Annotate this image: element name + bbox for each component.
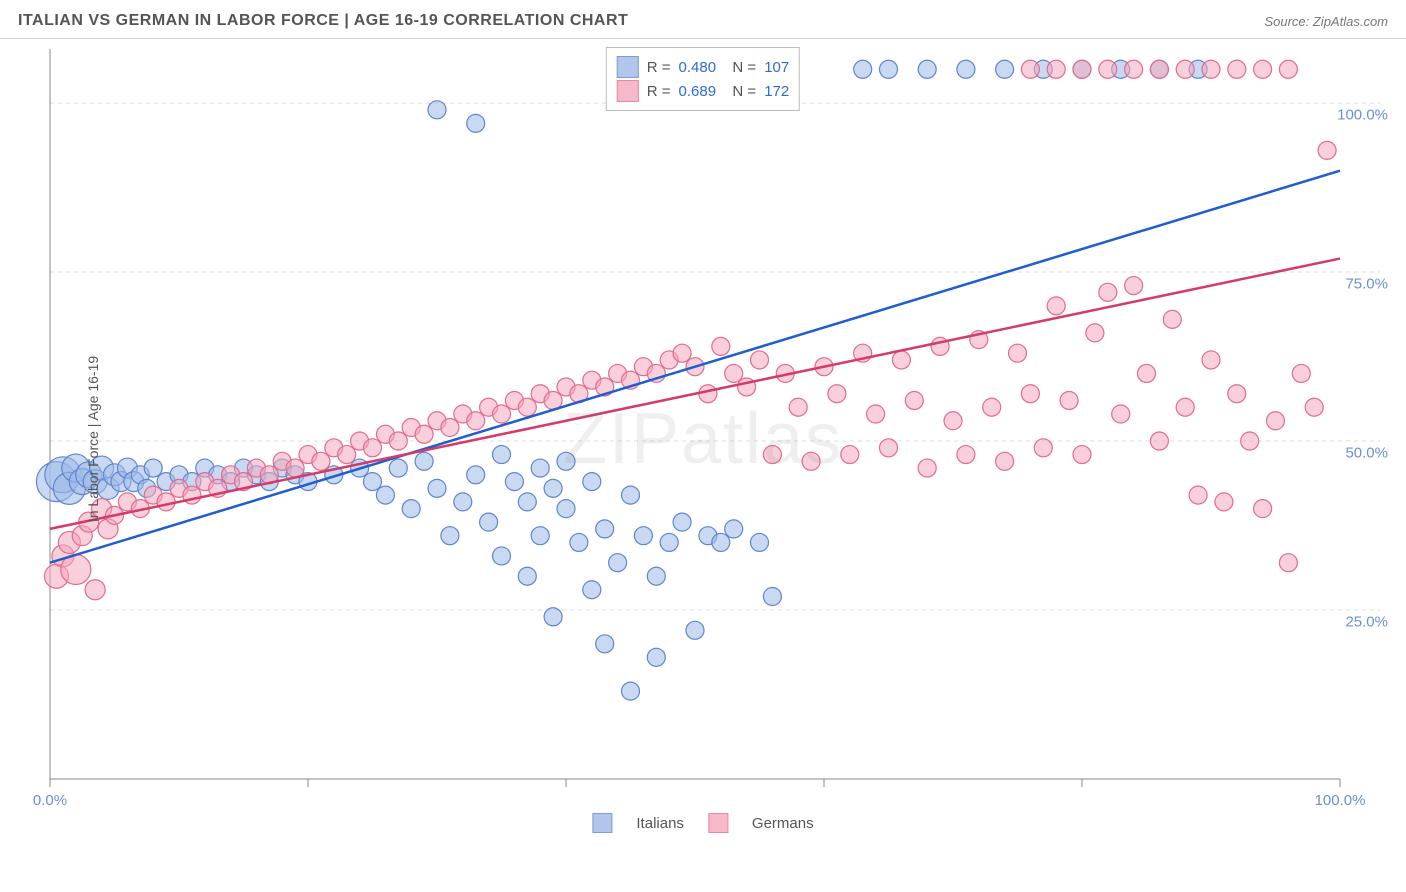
plot-area: In Labor Force | Age 16-19 ZIPatlas R = … <box>0 39 1406 839</box>
legend-label-germans: Germans <box>752 815 814 832</box>
r-label: R = <box>647 59 671 76</box>
chart-title: ITALIAN VS GERMAN IN LABOR FORCE | AGE 1… <box>18 12 628 30</box>
n-label: N = <box>724 83 756 100</box>
legend-swatch-germans <box>708 813 728 833</box>
y-tick-label: 75.0% <box>1345 276 1388 293</box>
y-tick-label: 50.0% <box>1345 445 1388 462</box>
legend: Italians Germans <box>592 813 813 833</box>
r-label: R = <box>647 83 671 100</box>
source-label: Source: ZipAtlas.com <box>1264 14 1388 29</box>
y-axis-label: In Labor Force | Age 16-19 <box>85 356 101 522</box>
legend-swatch-italians <box>592 813 612 833</box>
x-tick-label: 0.0% <box>33 792 67 809</box>
y-tick-label: 25.0% <box>1345 614 1388 631</box>
n-value-italians: 107 <box>764 59 789 76</box>
stats-row-germans: R = 0.689 N = 172 <box>617 80 789 102</box>
correlation-stats-box: R = 0.480 N = 107 R = 0.689 N = 172 <box>606 47 800 111</box>
chart-svg <box>0 39 1406 839</box>
y-tick-label: 100.0% <box>1337 107 1388 124</box>
chart-container: ITALIAN VS GERMAN IN LABOR FORCE | AGE 1… <box>0 0 1406 892</box>
x-tick-label: 100.0% <box>1315 792 1366 809</box>
stats-row-italians: R = 0.480 N = 107 <box>617 56 789 78</box>
r-value-italians: 0.480 <box>679 59 717 76</box>
legend-label-italians: Italians <box>636 815 684 832</box>
n-label: N = <box>724 59 756 76</box>
r-value-germans: 0.689 <box>679 83 717 100</box>
swatch-italians <box>617 56 639 78</box>
swatch-germans <box>617 80 639 102</box>
n-value-germans: 172 <box>764 83 789 100</box>
header: ITALIAN VS GERMAN IN LABOR FORCE | AGE 1… <box>0 0 1406 39</box>
